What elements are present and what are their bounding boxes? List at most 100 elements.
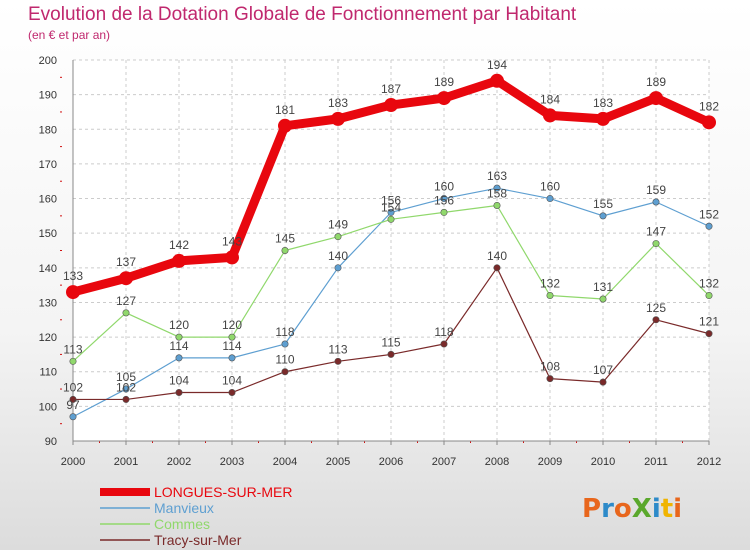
data-point: [172, 253, 186, 268]
data-point: [440, 208, 448, 216]
logo-text: ProXiti: [582, 494, 682, 524]
data-label: 156: [381, 193, 401, 207]
legend-label: Commes: [154, 516, 210, 532]
logo-letter: X: [632, 494, 652, 524]
data-point: [122, 395, 130, 403]
data-point: [543, 108, 557, 123]
data-point: [175, 333, 183, 341]
data-label: 114: [222, 339, 241, 353]
data-label: 102: [63, 380, 83, 394]
data-label: 140: [328, 249, 348, 263]
data-label: 183: [328, 96, 348, 110]
chart-legend: LONGUES-SUR-MERManvieuxCommesTracy-sur-M…: [100, 484, 292, 548]
x-tick-label: 2002: [167, 456, 191, 468]
data-label: 105: [116, 370, 136, 384]
logo-letter: P: [582, 494, 601, 524]
y-tick-label: 200: [39, 55, 57, 67]
data-label: 127: [116, 294, 136, 308]
data-point: [440, 340, 448, 348]
chart-axes: 90 100 110 120 130 140 150 160 170 180 190 200 2000 2…: [39, 55, 722, 468]
data-point: [119, 271, 133, 286]
data-label: 133: [63, 269, 83, 283]
data-point: [334, 264, 342, 272]
data-point: [387, 350, 395, 358]
data-point: [652, 316, 660, 324]
data-point: [334, 233, 342, 241]
data-label: 184: [540, 92, 560, 106]
data-point: [387, 215, 395, 223]
data-label: 120: [222, 318, 242, 332]
data-point: [69, 395, 77, 403]
y-tick-label: 180: [39, 124, 57, 136]
logo-letter: i: [652, 494, 661, 524]
data-point: [705, 330, 713, 338]
data-point: [228, 333, 236, 341]
data-point: [705, 292, 713, 300]
x-tick-label: 2010: [591, 456, 615, 468]
data-label: 110: [275, 353, 294, 367]
y-tick-label: 110: [39, 367, 57, 379]
data-point: [546, 375, 554, 383]
data-point: [652, 240, 660, 248]
data-label: 143: [222, 234, 242, 248]
data-label: 194: [487, 58, 507, 72]
data-point: [278, 118, 292, 133]
data-point: [225, 250, 239, 265]
y-tick-label: 100: [39, 401, 57, 413]
data-point: [546, 292, 554, 300]
data-point: [122, 385, 130, 393]
data-point: [384, 98, 398, 113]
data-label: 158: [487, 186, 507, 200]
data-label: 104: [169, 374, 189, 388]
data-point: [69, 413, 77, 421]
data-label: 189: [646, 75, 666, 89]
data-point: [440, 195, 448, 203]
y-tick-label: 160: [39, 194, 57, 206]
data-point: [69, 357, 77, 365]
x-tick-label: 2000: [61, 456, 85, 468]
data-label: 114: [169, 339, 188, 353]
data-label: 118: [434, 325, 453, 339]
data-point: [596, 111, 610, 126]
legend-label: Tracy-sur-Mer: [154, 532, 242, 548]
data-label: 160: [540, 180, 560, 194]
data-point: [175, 389, 183, 397]
y-tick-label: 120: [39, 332, 57, 344]
data-label: 121: [699, 315, 719, 329]
data-point: [546, 195, 554, 203]
x-tick-label: 2003: [220, 456, 244, 468]
logo-letter: o: [614, 494, 632, 524]
data-label: 159: [646, 183, 666, 197]
data-point: [493, 184, 501, 192]
data-point: [599, 295, 607, 303]
data-label: 132: [699, 277, 719, 291]
data-point: [331, 111, 345, 126]
chart-subtitle: (en € et par an): [28, 28, 111, 42]
proxiti-logo: ProXiti: [582, 494, 682, 524]
x-tick-label: 2005: [326, 456, 350, 468]
data-label: 160: [434, 180, 454, 194]
x-tick-label: 2011: [644, 456, 668, 468]
x-tick-label: 2001: [114, 456, 138, 468]
data-point: [281, 368, 289, 376]
data-label: 145: [275, 232, 295, 246]
data-point: [281, 340, 289, 348]
data-label: 183: [593, 96, 613, 110]
legend-label: LONGUES-SUR-MER: [154, 484, 292, 500]
data-point: [599, 212, 607, 220]
data-point: [705, 222, 713, 230]
data-point: [652, 198, 660, 206]
data-label: 181: [275, 103, 295, 117]
x-tick-label: 2007: [432, 456, 456, 468]
data-point: [702, 115, 716, 130]
data-point: [490, 73, 504, 88]
y-tick-label: 140: [39, 263, 57, 275]
chart-title: Evolution de la Dotation Globale de Fonc…: [28, 4, 577, 25]
data-label: 97: [66, 398, 80, 412]
data-label: 163: [487, 169, 507, 183]
x-tick-label: 2006: [379, 456, 403, 468]
data-point: [228, 354, 236, 362]
legend-label: Manvieux: [154, 500, 214, 516]
data-label: 102: [116, 380, 136, 394]
